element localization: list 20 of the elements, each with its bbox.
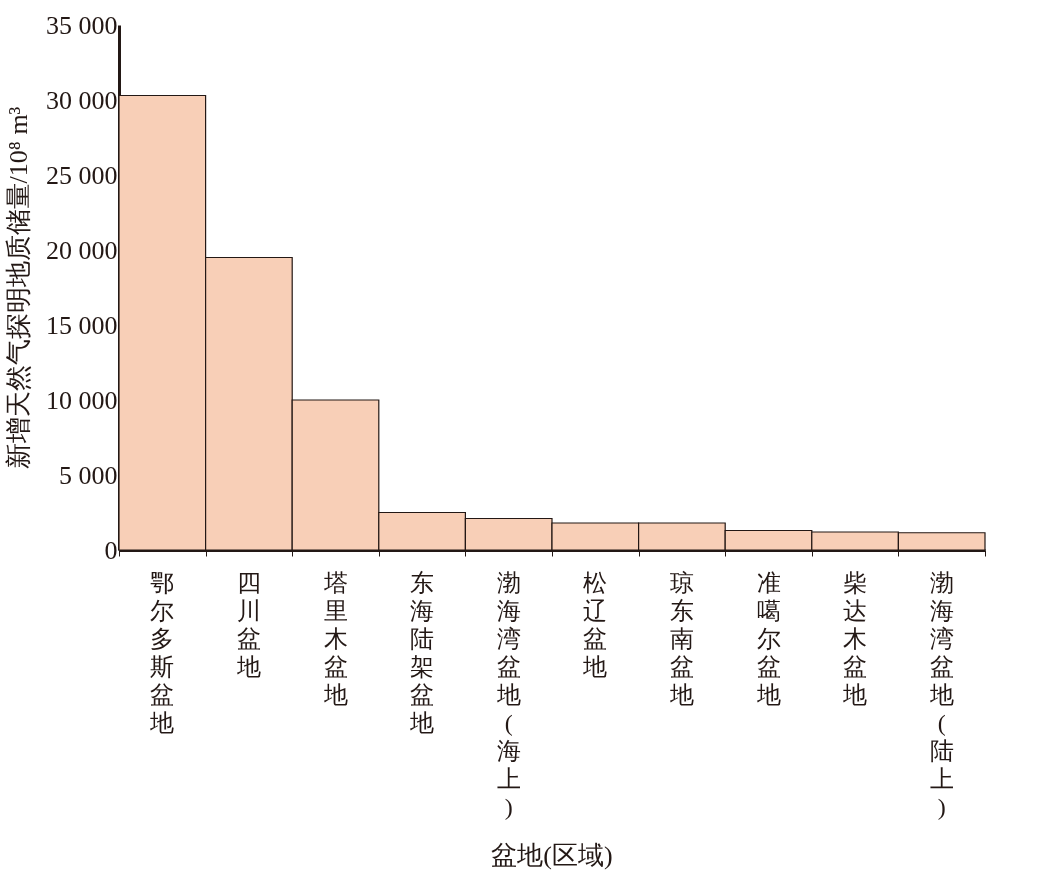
x-tick-label: 琼东南盆地 [668,570,694,708]
x-tick-label: 柴达木盆地 [842,570,868,708]
category-label: 渤海湾盆地(陆上) [929,570,954,820]
x-tick-label: 四川盆地 [235,570,261,680]
y-tick-label: 15 000 [46,310,118,340]
y-tick-label: 0 [104,535,118,565]
x-axis-title: 盆地(区域) [491,841,613,870]
category-label: 渤海湾盆地(海上) [496,570,521,820]
x-tick-label: 准噶尔盆地 [755,570,781,708]
x-tick-label: 松辽盆地 [582,570,608,680]
y-tick-label: 35 000 [46,10,118,40]
x-tick-label: 塔里木盆地 [322,570,348,708]
y-tick-label: 25 000 [46,160,118,190]
y-tick-label: 5 000 [59,460,118,490]
y-axis-title: 新增天然气探明地质储量/10⁸ m³ [4,106,33,470]
y-tick-label: 30 000 [46,85,118,115]
y-tick-label: 20 000 [46,235,118,265]
x-tick-label: 东海陆架盆地 [409,570,435,736]
x-tick-label: 鄂尔多斯盆地 [149,570,175,736]
y-tick-label: 10 000 [46,385,118,415]
